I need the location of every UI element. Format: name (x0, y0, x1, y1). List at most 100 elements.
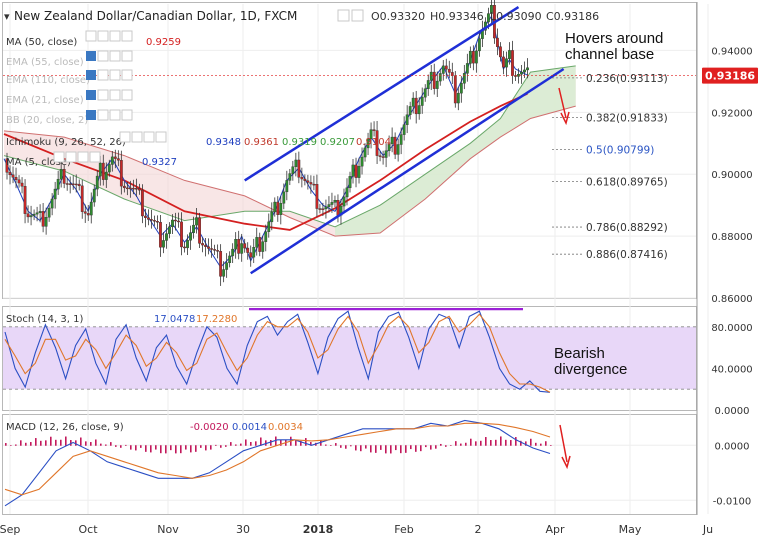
candle-body (487, 13, 490, 23)
legend-ma5-label[interactable]: MA (5, close) (6, 157, 71, 168)
stoch-line-pct-d (4, 313, 551, 393)
candle-body (156, 221, 159, 223)
candle-body (255, 237, 259, 248)
macd-histogram-bar (525, 441, 527, 446)
stoch-annotation-line2: divergence (554, 361, 627, 378)
macd-histogram-bar (325, 444, 327, 446)
candle-body (98, 162, 102, 177)
down-arrow-macd (559, 424, 571, 470)
macd-histogram-bar (400, 445, 402, 454)
candle-body (95, 175, 99, 190)
macd-histogram-bar (245, 439, 247, 446)
time-tick-label: 2018 (303, 523, 334, 536)
ma50-path (3, 92, 528, 231)
candle-body (107, 164, 111, 173)
candle-body (360, 156, 364, 167)
candle-body (526, 67, 529, 71)
candle-body (210, 248, 213, 250)
candle-body (159, 221, 162, 248)
candle-body (14, 177, 18, 180)
candle-body (423, 88, 427, 98)
macd-label[interactable]: MACD (12, 26, close, 9) (6, 422, 124, 433)
macd-line-signal (4, 422, 551, 496)
candle-body (219, 251, 223, 277)
price-tick-label: 0.90000 (711, 170, 752, 181)
candle-body (315, 184, 319, 209)
eye-icon[interactable] (337, 9, 350, 22)
candle-body (471, 50, 475, 64)
candle-body (201, 243, 204, 246)
legend-control-icon (97, 30, 109, 42)
symbol-title[interactable]: New Zealand Dollar/Canadian Dollar, 1D, … (14, 9, 297, 23)
candle-body (38, 211, 42, 213)
candle-body (381, 156, 385, 158)
macd-histogram-bar (545, 441, 547, 446)
fib-level-label: 0.5(0.90799) (586, 144, 654, 156)
legend-ema21-label[interactable]: EMA (21, close) (6, 95, 84, 106)
time-tick-label: Nov (157, 523, 179, 536)
candle-body (56, 178, 60, 190)
channel-annotation-line2: channel base (565, 46, 654, 63)
time-tick-label: Ju (702, 523, 713, 536)
settings-icon[interactable] (351, 9, 364, 22)
macd-histogram-bar (440, 443, 442, 446)
macd-tick-label: 0.0000 (715, 441, 750, 452)
macd-histogram-bar (550, 445, 552, 446)
legend-ichimoku-label[interactable]: Ichimoku (9, 26, 52, 26) (6, 137, 126, 148)
candle-body (378, 155, 382, 157)
stoch-label[interactable]: Stoch (14, 3, 1) (6, 314, 83, 325)
candle-body (192, 224, 195, 233)
candle-body (303, 178, 307, 181)
macd-histogram-bar (205, 445, 207, 451)
legend-control-icon (77, 151, 89, 163)
candle-body (119, 160, 123, 187)
macd-value-1: -0.0020 (190, 422, 229, 433)
cloud-span-b (3, 105, 576, 237)
candle-body (32, 213, 36, 216)
macd-legend: MACD (12, 26, close, 9) -0.0020 0.0014 0… (6, 422, 303, 433)
macd-histogram-bar (485, 437, 487, 446)
legend-control-icon (121, 109, 133, 121)
candle-body (150, 219, 153, 221)
legend-ma50-label[interactable]: MA (50, close) (6, 37, 77, 48)
macd-histogram-bar (475, 441, 477, 446)
candle-body (231, 248, 235, 257)
macd-histogram-bar (390, 445, 392, 454)
candle-body (89, 201, 93, 216)
macd-histogram-bar (5, 443, 7, 446)
candle-body (71, 183, 75, 186)
candle-body (140, 189, 144, 217)
macd-histogram-bar (100, 443, 102, 446)
legend-ichimoku-v3: 0.9319 (282, 137, 317, 148)
candle-body (336, 200, 340, 216)
fib-level-label: 0.886(0.87416) (586, 249, 668, 261)
macd-histogram-bar (480, 440, 482, 446)
candle-body (29, 215, 33, 218)
stoch-annotation-line1: Bearish (554, 345, 605, 362)
candle-body (53, 188, 57, 200)
legend-control-icon (97, 50, 109, 62)
legend-control-icon (155, 131, 167, 143)
legend-ma5-value: 0.9327 (142, 157, 177, 168)
candle-body (405, 114, 409, 125)
legend-bb-label[interactable]: BB (20, close, 2) (6, 115, 88, 126)
time-tick-label: Sep (0, 523, 20, 536)
candle-body (5, 158, 9, 173)
legend-ema55-label[interactable]: EMA (55, close) (6, 57, 84, 68)
candle-body (312, 183, 316, 186)
time-tick-label: 30 (236, 523, 250, 536)
candle-body (128, 187, 132, 190)
candle-body (414, 97, 418, 115)
channel-lower-line (250, 67, 565, 275)
cloud-span-a (3, 65, 576, 228)
legend-control-icon (121, 69, 133, 81)
price-tick-label: 0.94000 (711, 46, 752, 57)
macd-histogram-bar (105, 444, 107, 446)
legend-ema110-label[interactable]: EMA (110, close) (6, 75, 90, 86)
candle-body (474, 50, 478, 64)
macd-histogram-bar (10, 445, 12, 446)
header-collapse-icon[interactable]: ▾ (4, 10, 10, 23)
candle-body (125, 187, 129, 190)
macd-histogram-bar (65, 436, 67, 446)
